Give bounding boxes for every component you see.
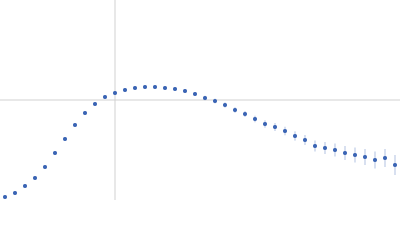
point [263,122,267,126]
point [3,195,7,199]
chart [0,0,400,200]
point [133,86,137,90]
point [43,165,47,169]
point [393,163,397,167]
point [293,134,297,138]
point [283,129,287,133]
point [113,91,117,95]
point [383,156,387,160]
point [23,184,27,188]
point [203,96,207,100]
point [313,144,317,148]
point [153,85,157,89]
point [63,137,67,141]
point [363,155,367,159]
point [333,148,337,152]
point [83,111,87,115]
point [273,125,277,129]
point [103,95,107,99]
point [33,176,37,180]
point [343,151,347,155]
point [173,87,177,91]
point [323,146,327,150]
point [73,123,77,127]
point [143,85,147,89]
point [13,191,17,195]
point [53,151,57,155]
point [233,108,237,112]
point [213,99,217,103]
point [373,158,377,162]
point [123,88,127,92]
point [303,138,307,142]
point [253,117,257,121]
point [163,86,167,90]
point [223,103,227,107]
point [193,92,197,96]
point [93,102,97,106]
point [183,89,187,93]
point [243,112,247,116]
point [353,153,357,157]
